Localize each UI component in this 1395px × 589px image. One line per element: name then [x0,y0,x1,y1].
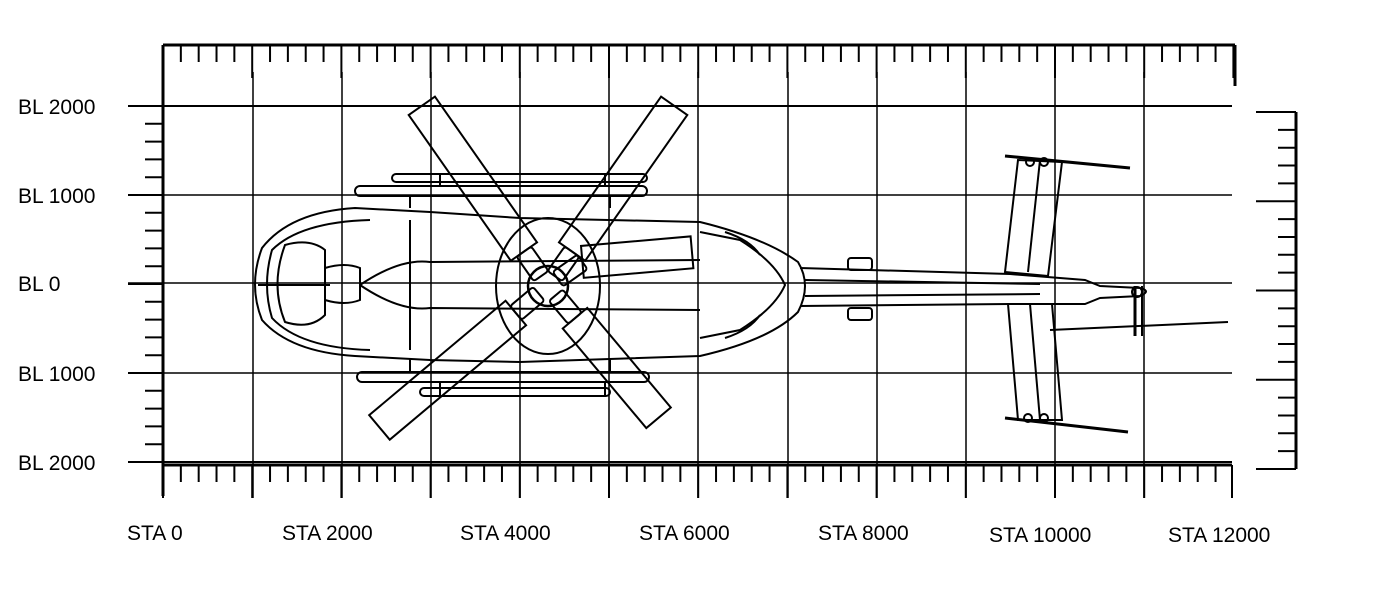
grid-frame [128,43,1298,498]
landing-skid-upper [354,173,648,208]
sta-label: STA 8000 [818,522,909,545]
horizontal-stabilizer [1003,154,1131,434]
tail-rotor [1049,286,1229,336]
helicopter-outline [254,95,1229,442]
sta-label: STA 10000 [989,524,1091,547]
sta-label: STA 12000 [1168,524,1270,547]
bl-label: BL 1000 [18,185,95,208]
bl-label: BL 2000 [18,96,95,119]
sta-label: STA 2000 [282,522,373,545]
landing-skid-lower [356,358,650,397]
sta-label: STA 6000 [639,522,730,545]
butt-line-labels: BL 2000 BL 1000 BL 0 BL 1000 BL 2000 [18,96,95,475]
sta-label: STA 4000 [460,522,551,545]
bl-label: BL 1000 [18,363,95,386]
sta-label: STA 0 [127,522,183,545]
main-rotor [367,95,695,442]
station-labels: STA 0 STA 2000 STA 4000 STA 6000 STA 800… [127,522,1270,547]
fuselage [254,206,806,364]
bl-label: BL 2000 [18,452,95,475]
bl-label: BL 0 [18,273,60,296]
tail-boom [799,267,1147,307]
